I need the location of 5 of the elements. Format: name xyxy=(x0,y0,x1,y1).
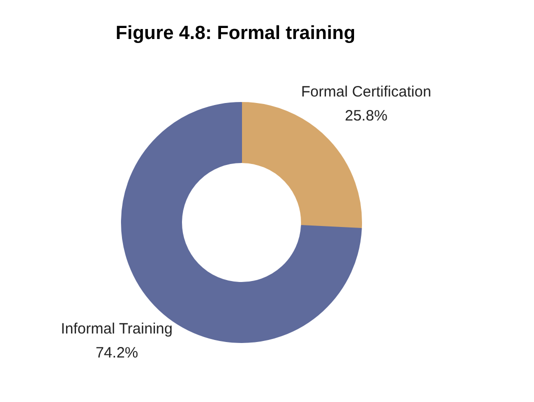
chart-title: Figure 4.8: Formal training xyxy=(116,23,356,44)
slice-label: Formal Certification xyxy=(301,83,432,100)
data-label: 74.2% xyxy=(96,344,138,362)
data-label: 25.8% xyxy=(344,107,388,124)
slice-label: Informal Training xyxy=(60,320,173,338)
